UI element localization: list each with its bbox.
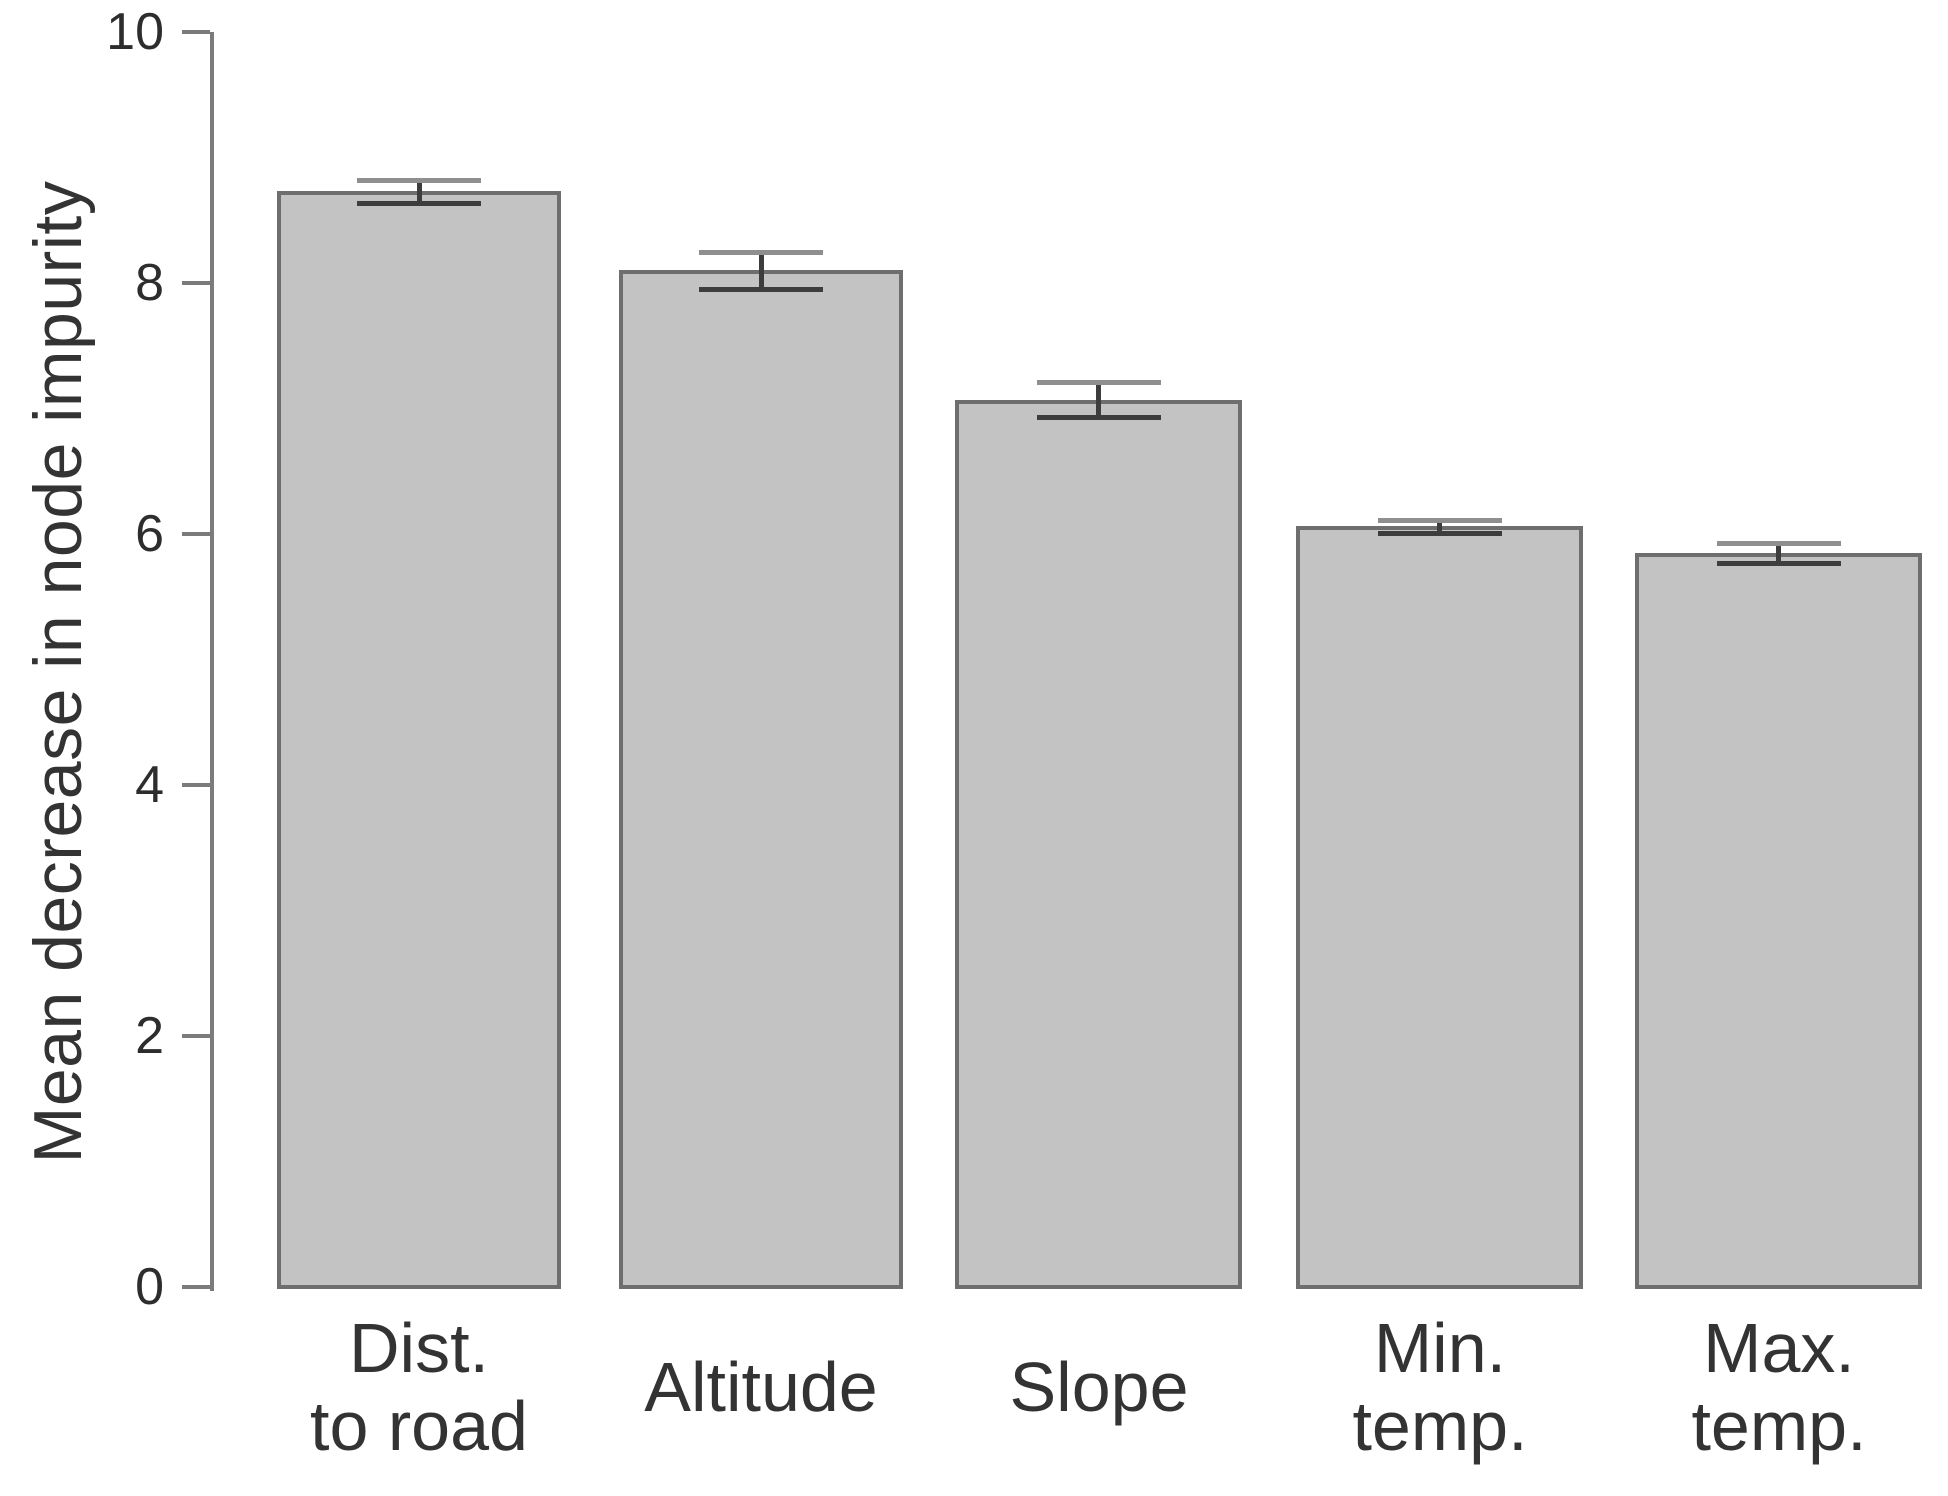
x-axis-label-min-temp: Min. temp. — [1260, 1302, 1620, 1472]
x-axis-label-line: Dist. — [349, 1309, 489, 1387]
y-axis-tick-label: 0 — [135, 1258, 164, 1316]
bar-dist-to-road — [277, 191, 561, 1289]
y-axis-tick-label: 6 — [135, 505, 164, 563]
error-bar-cap-top — [699, 250, 823, 255]
bar-min-temp — [1296, 526, 1583, 1289]
y-axis-line — [210, 32, 214, 1291]
error-bar-cap-bottom — [1717, 561, 1841, 566]
error-bar-line — [417, 180, 422, 203]
bar-slope — [955, 400, 1242, 1289]
y-axis-tick — [182, 1285, 210, 1289]
bar-altitude — [619, 270, 903, 1289]
error-bar-cap-bottom — [1037, 415, 1161, 420]
y-axis-tick — [182, 532, 210, 536]
x-axis-label-max-temp: Max. temp. — [1599, 1302, 1948, 1472]
error-bar-cap-bottom — [357, 201, 481, 206]
error-bar-cap-top — [1378, 518, 1502, 523]
x-axis-label-line: Slope — [1009, 1348, 1189, 1426]
x-axis-label-line: to road — [310, 1387, 528, 1465]
x-axis-label-altitude: Altitude — [581, 1302, 941, 1472]
y-axis-tick — [182, 281, 210, 285]
y-axis-tick — [182, 783, 210, 787]
x-axis-label-slope: Slope — [919, 1302, 1279, 1472]
y-axis-tick-label: 8 — [135, 254, 164, 312]
error-bar-cap-top — [1037, 380, 1161, 385]
error-bar-cap-top — [1717, 541, 1841, 546]
y-axis-tick-label: 2 — [135, 1007, 164, 1065]
x-axis-label-line: Max. — [1703, 1309, 1855, 1387]
bar-max-temp — [1635, 553, 1922, 1289]
y-axis-tick — [182, 1034, 210, 1038]
y-axis-tick-label: 4 — [135, 756, 164, 814]
x-axis-label-line: temp. — [1691, 1387, 1867, 1465]
x-axis-label-line: Altitude — [644, 1348, 878, 1426]
error-bar-cap-bottom — [1378, 531, 1502, 536]
y-axis-tick — [182, 30, 210, 34]
error-bar-line — [1776, 543, 1781, 563]
x-axis-label-line: Min. — [1373, 1309, 1507, 1387]
error-bar-cap-bottom — [699, 287, 823, 292]
error-bar-line — [759, 252, 764, 289]
x-axis-label-dist-to-road: Dist. to road — [239, 1302, 599, 1472]
error-bar-cap-top — [357, 178, 481, 183]
y-axis-tick-label: 10 — [106, 3, 164, 61]
x-axis-label-line: temp. — [1352, 1387, 1528, 1465]
error-bar-line — [1437, 520, 1442, 533]
error-bar-line — [1096, 382, 1101, 417]
